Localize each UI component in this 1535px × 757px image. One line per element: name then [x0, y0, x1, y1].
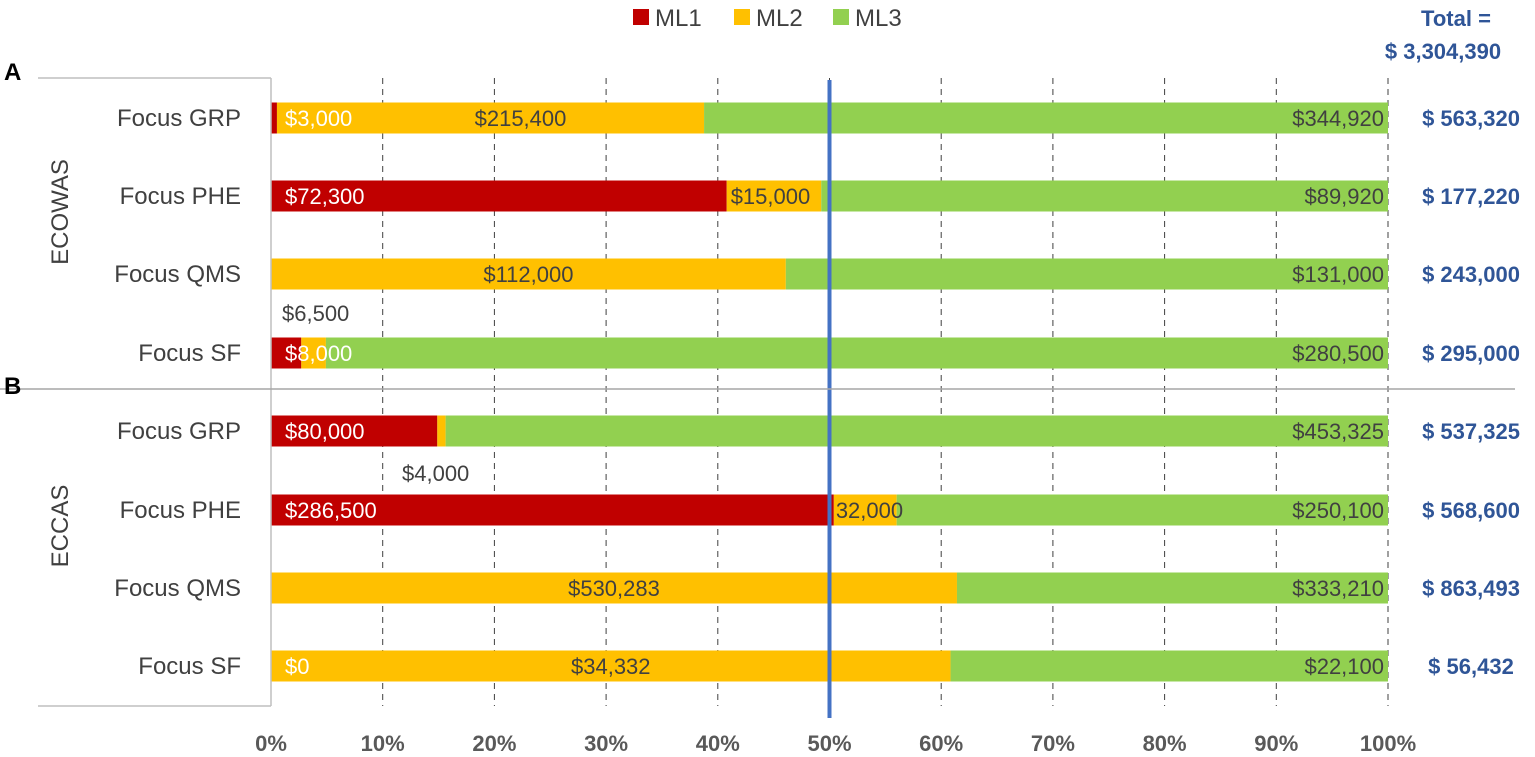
bar-value-label: $112,000	[483, 262, 573, 287]
row-total-label: $ 568,600	[1422, 498, 1520, 523]
bar-value-label: $286,500	[285, 498, 377, 523]
category-label: Focus PHE	[120, 497, 241, 524]
bar-segment-ml2	[276, 102, 705, 134]
bar-value-label: $15,000	[731, 184, 811, 209]
bar-value-label: $215,400	[475, 106, 567, 131]
x-tick-label: 30%	[584, 731, 628, 756]
bar-segment-ml2	[726, 180, 822, 212]
bar-value-label: $333,210	[1292, 576, 1384, 601]
bar-value-label: $34,332	[571, 654, 651, 679]
bar-segment-ml1	[271, 494, 834, 526]
bar-segment-ml1	[271, 337, 302, 369]
bar-value-label: $6,500	[282, 301, 349, 326]
category-label: Focus PHE	[120, 183, 241, 210]
bar-labels: $3,000 $215,400 $344,920 $ 563,320 $72,300 $1…	[282, 6, 1520, 679]
group-label: ECCAS	[47, 485, 74, 568]
row-total-label: $ 177,220	[1422, 184, 1520, 209]
bar-value-label: $280,500	[1292, 341, 1384, 366]
bar-segment-ml3	[785, 258, 1388, 290]
panel-letter: B	[4, 373, 21, 400]
bar-value-label: $344,920	[1292, 106, 1384, 131]
bar-value-label: $4,000	[402, 461, 469, 486]
x-tick-label: 80%	[1143, 731, 1187, 756]
legend-swatch-ml1	[633, 9, 649, 25]
category-label: Focus GRP	[117, 418, 241, 445]
panel-letter: A	[4, 59, 21, 86]
legend-label: ML2	[756, 5, 803, 32]
legend-swatch-ml2	[734, 9, 750, 25]
bar-segment-ml2	[833, 494, 897, 526]
row-total-label: $ 563,320	[1422, 106, 1520, 131]
bar-value-label: 32,000	[836, 498, 903, 523]
x-tick-label: 40%	[696, 731, 740, 756]
x-tick-label: 0%	[255, 731, 287, 756]
gridlines	[382, 78, 1389, 706]
row-total-label: $ 243,000	[1422, 262, 1520, 287]
bar-segment-ml3	[704, 102, 1388, 134]
grand-total-label: $ 3,304,390	[1385, 39, 1501, 64]
category-label: Focus SF	[138, 653, 241, 680]
bar-value-label: $530,283	[568, 576, 660, 601]
bar-value-label: $250,100	[1292, 498, 1384, 523]
group-label: ECOWAS	[47, 159, 74, 265]
legend-swatch-ml3	[833, 9, 849, 25]
bar-segment-ml1	[271, 180, 727, 212]
axes: 0% 10% 20% 30% 40% 50% 60% 70% 80% 90% 100% A ECOWAS…	[0, 59, 1515, 756]
category-label: Focus QMS	[114, 261, 241, 288]
x-tick-label: 20%	[472, 731, 516, 756]
bar-segment-ml2	[437, 415, 446, 447]
x-tick-label: 60%	[919, 731, 963, 756]
legend-label: ML1	[655, 5, 702, 32]
bar-segment-ml2	[271, 258, 786, 290]
x-tick-label: 100%	[1360, 731, 1416, 756]
bar-segment-ml3	[896, 494, 1388, 526]
category-label: Focus SF	[138, 340, 241, 367]
x-tick-label: 50%	[807, 731, 851, 756]
row-total-label: $ 295,000	[1422, 341, 1520, 366]
bar-segment-ml3	[956, 572, 1388, 604]
bar-value-label: $72,300	[285, 184, 365, 209]
bar-segment-ml3	[325, 337, 1389, 369]
bar-value-label: $3,000	[285, 106, 352, 131]
bar-value-label: $131,000	[1292, 262, 1384, 287]
row-total-label: $ 56,432	[1428, 654, 1514, 679]
category-label: Focus QMS	[114, 575, 241, 602]
bar-value-label: $8,000	[285, 341, 352, 366]
row-total-label: $ 537,325	[1422, 419, 1520, 444]
bar-segment-ml2	[271, 650, 951, 682]
bar-segment-ml3	[821, 180, 1388, 212]
x-tick-label: 90%	[1254, 731, 1298, 756]
bar-segment-ml2	[301, 337, 326, 369]
legend: ML1 ML2 ML3	[633, 5, 902, 32]
bar-segment-ml2	[271, 572, 957, 604]
x-tick-label: 70%	[1031, 731, 1075, 756]
bar-value-label: $0	[285, 654, 309, 679]
bar-value-label: $80,000	[285, 419, 365, 444]
legend-label: ML3	[855, 5, 902, 32]
bar-segment-ml1	[271, 102, 277, 134]
bar-segment-ml1	[271, 415, 438, 447]
total-header-label: Total =	[1421, 6, 1491, 31]
bar-segment-ml3	[445, 415, 1388, 447]
bar-value-label: $453,325	[1292, 419, 1384, 444]
bar-value-label: $22,100	[1304, 654, 1384, 679]
row-total-label: $ 863,493	[1422, 576, 1520, 601]
bar-value-label: $89,920	[1304, 184, 1384, 209]
bars	[271, 80, 1389, 718]
category-label: Focus GRP	[117, 105, 241, 132]
bar-segment-ml3	[950, 650, 1388, 682]
x-tick-label: 10%	[361, 731, 405, 756]
